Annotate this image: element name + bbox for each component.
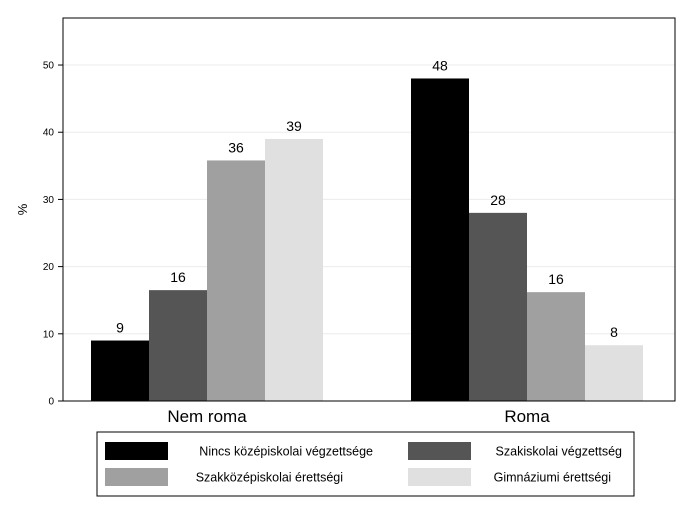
bar — [411, 78, 469, 401]
data-label: 16 — [548, 271, 564, 287]
bar — [469, 212, 527, 401]
data-label: 8 — [610, 324, 618, 340]
y-tick-label: 20 — [43, 262, 55, 273]
bar — [149, 290, 207, 401]
legend-swatch — [105, 468, 168, 486]
bar — [207, 160, 265, 401]
bar — [527, 292, 585, 401]
bar — [265, 138, 323, 401]
legend-swatch — [408, 468, 471, 486]
category-label: Roma — [504, 407, 550, 426]
data-label: 28 — [490, 192, 506, 208]
legend-entry: Gimnáziumi érettségi — [494, 471, 611, 485]
data-label: 48 — [432, 57, 448, 73]
data-label: 16 — [170, 269, 186, 285]
legend-entry: Nincs középiskolai végzettsége — [199, 445, 373, 459]
category-label: Nem roma — [167, 407, 247, 426]
bar — [91, 340, 149, 401]
plot-frame — [62, 17, 676, 402]
bar — [585, 345, 643, 401]
y-tick-label: 40 — [43, 128, 55, 139]
legend-box — [96, 431, 635, 497]
legend-entry: Szakközépiskolai érettségi — [196, 471, 343, 485]
data-label: 36 — [228, 139, 244, 155]
legend-swatch — [105, 442, 168, 460]
y-tick-label: 50 — [43, 61, 55, 72]
data-label: 39 — [286, 118, 302, 134]
y-tick-label: 10 — [43, 329, 55, 340]
legend: Nincs középiskolai végzettsége Szakiskola… — [96, 431, 635, 497]
y-axis-label: % — [15, 203, 30, 215]
data-label: 9 — [116, 320, 124, 336]
data-labels: 9 16 36 39 48 28 16 8 — [116, 57, 618, 340]
y-tick-label: 30 — [43, 195, 55, 206]
legend-entry: Szakiskolai végzettség — [496, 445, 623, 459]
category-labels: Nem roma Roma — [167, 407, 550, 426]
legend-swatch — [408, 442, 471, 460]
bars — [91, 78, 643, 401]
y-tick-label: 0 — [48, 397, 54, 408]
y-axis: 0 10 20 30 40 50 — [43, 61, 63, 408]
